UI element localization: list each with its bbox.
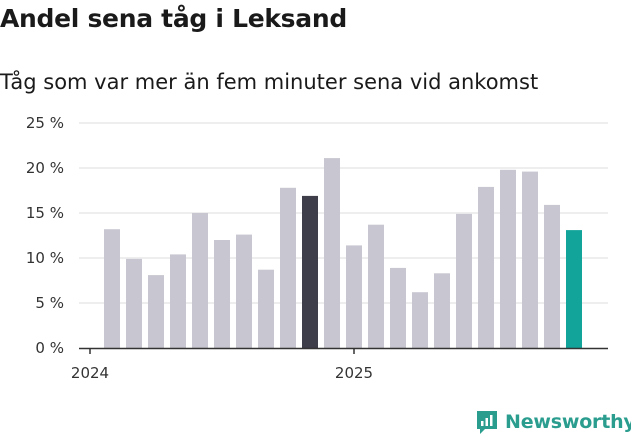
y-tick-label: 10 %	[26, 249, 64, 267]
bar	[566, 230, 582, 348]
bar	[126, 258, 142, 348]
newsworthy-logo-icon	[477, 411, 497, 434]
bar	[456, 213, 472, 348]
y-tick-label: 5 %	[35, 294, 64, 312]
bar	[280, 187, 296, 348]
bar	[346, 245, 362, 348]
bar	[236, 234, 252, 348]
bar	[412, 292, 428, 348]
y-tick-label: 20 %	[26, 159, 64, 177]
bar	[368, 224, 384, 348]
bar	[500, 169, 516, 348]
y-tick-label: 0 %	[35, 339, 64, 357]
bar	[522, 171, 538, 348]
bar	[544, 204, 560, 348]
bar	[104, 229, 120, 348]
bar	[258, 269, 274, 348]
bar	[170, 254, 186, 348]
bar	[302, 195, 318, 348]
bar	[434, 273, 450, 348]
bar	[390, 267, 406, 348]
bar	[148, 275, 164, 348]
bar-chart: 0 % 5 % 10 % 15 % 20 % 25 % 2024 2025	[26, 114, 608, 382]
bar	[192, 213, 208, 348]
y-tick-label: 25 %	[26, 114, 64, 132]
x-tick-label: 2025	[335, 364, 373, 382]
y-tick-label: 15 %	[26, 204, 64, 222]
chart-title: Andel sena tåg i Leksand	[0, 4, 347, 33]
bar	[324, 158, 340, 348]
newsworthy-logo: Newsworthy	[475, 406, 631, 438]
bar	[214, 240, 230, 348]
chart-subtitle: Tåg som var mer än fem minuter sena vid …	[0, 70, 539, 94]
bar	[478, 186, 494, 348]
x-tick-label: 2024	[71, 364, 109, 382]
newsworthy-logo-text: Newsworthy	[505, 411, 631, 433]
